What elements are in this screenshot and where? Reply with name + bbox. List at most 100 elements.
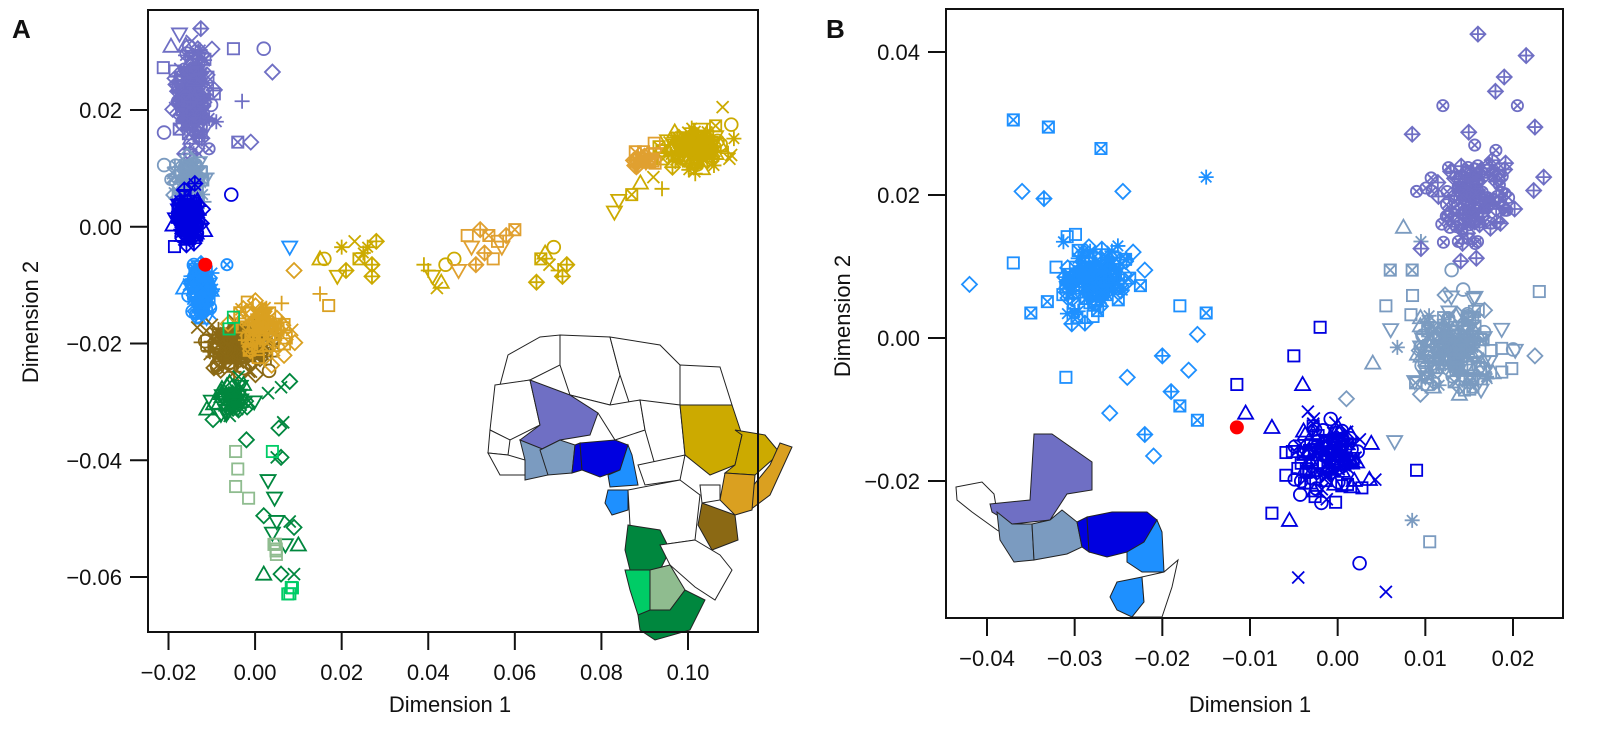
data-point — [629, 156, 647, 175]
data-point — [1404, 512, 1420, 528]
data-point — [1435, 349, 1451, 365]
panel-b-y-axis-title: Dimension 2 — [830, 255, 855, 377]
panel-a-frame — [147, 9, 759, 633]
data-point — [1118, 368, 1137, 387]
y-tick-label: −0.02 — [66, 332, 122, 357]
data-point — [1389, 339, 1405, 355]
data-point — [1006, 256, 1020, 270]
data-point — [1280, 511, 1299, 527]
data-point — [1340, 477, 1355, 491]
data-point — [225, 396, 244, 413]
data-point — [197, 119, 216, 136]
data-point — [1190, 413, 1204, 427]
data-point — [1410, 184, 1424, 198]
data-point — [1320, 469, 1334, 483]
series-angola-south-africa-cluster — [197, 370, 308, 583]
data-point — [1311, 429, 1325, 443]
data-point — [240, 355, 259, 374]
data-point — [185, 203, 200, 218]
data-point — [1469, 187, 1483, 201]
data-point — [214, 388, 232, 406]
data-point — [234, 93, 250, 109]
series-namibia-cluster — [222, 310, 299, 601]
data-point — [1474, 351, 1493, 368]
data-point — [242, 491, 256, 505]
data-point — [1436, 99, 1450, 113]
data-point — [1323, 411, 1338, 427]
data-point — [1452, 347, 1466, 361]
data-point — [1310, 456, 1324, 470]
data-point — [685, 152, 704, 169]
data-point — [1406, 288, 1420, 303]
data-point — [1461, 160, 1475, 175]
data-point — [194, 279, 208, 293]
series-cameroon-gabon-cluster — [174, 240, 299, 328]
data-point — [1385, 435, 1404, 451]
data-point — [1144, 447, 1163, 465]
data-point — [1526, 118, 1544, 136]
data-point — [1379, 585, 1393, 599]
data-point — [1006, 113, 1020, 127]
data-point — [195, 296, 209, 310]
data-point — [283, 514, 297, 529]
data-point — [1436, 235, 1450, 249]
data-point — [1279, 445, 1293, 460]
data-point — [416, 257, 432, 273]
data-point — [252, 332, 268, 348]
x-tick-label: −0.04 — [959, 646, 1015, 671]
data-point — [220, 258, 234, 272]
data-point — [254, 301, 272, 320]
highlight-point — [1229, 420, 1244, 435]
data-point — [1470, 374, 1489, 391]
data-point — [631, 173, 650, 190]
data-point — [1114, 282, 1130, 298]
data-point — [1462, 232, 1476, 246]
data-point — [1468, 203, 1482, 217]
data-point — [449, 264, 468, 280]
y-tick-label: 0.00 — [79, 215, 122, 240]
data-point — [1468, 138, 1482, 152]
series-nigeria-cluster — [1230, 320, 1424, 599]
x-tick-label: 0.06 — [493, 660, 536, 685]
map-country-libya — [609, 336, 681, 406]
data-point — [1067, 304, 1083, 320]
data-point — [654, 181, 670, 197]
x-tick-label: 0.00 — [234, 660, 277, 685]
map-country-chad — [639, 399, 686, 466]
data-point — [185, 34, 199, 48]
data-point — [724, 117, 739, 132]
map-country-gabon — [604, 489, 629, 516]
data-point — [219, 315, 237, 333]
data-point — [546, 239, 562, 255]
panel-b-points — [960, 25, 1553, 599]
data-point — [1304, 476, 1318, 490]
data-point — [259, 474, 278, 490]
data-point — [322, 299, 336, 313]
data-point — [181, 92, 200, 111]
data-point — [1095, 285, 1110, 299]
data-point — [203, 334, 219, 350]
data-point — [243, 342, 257, 356]
data-point — [285, 518, 303, 537]
data-point — [261, 386, 275, 400]
data-point — [171, 198, 185, 212]
data-point — [190, 320, 204, 335]
panel-b-x-axis: −0.04 −0.03 −0.02 −0.01 0.00 0.01 0.02 — [959, 618, 1534, 671]
data-point — [267, 317, 281, 331]
data-point — [1428, 354, 1447, 371]
data-point — [274, 295, 290, 311]
data-point — [229, 479, 243, 494]
data-point — [223, 388, 237, 402]
data-point — [1484, 343, 1498, 358]
data-point — [1439, 209, 1453, 223]
data-point — [1420, 314, 1436, 330]
data-point — [269, 547, 283, 561]
data-point — [1439, 339, 1458, 356]
data-point — [1055, 234, 1071, 250]
data-point — [216, 404, 235, 420]
data-point — [697, 130, 713, 146]
data-point — [1153, 347, 1172, 365]
data-point — [252, 317, 271, 335]
data-point — [1049, 260, 1063, 274]
data-point — [1418, 332, 1437, 349]
